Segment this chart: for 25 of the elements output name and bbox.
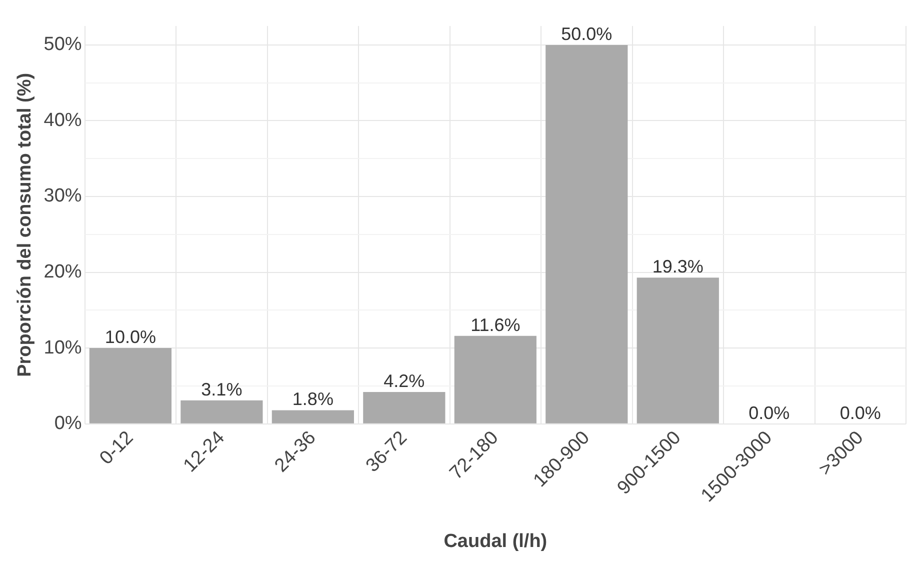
data-label: 11.6% xyxy=(470,314,520,335)
y-tick-label: 20% xyxy=(44,262,82,283)
data-label: 3.1% xyxy=(201,379,242,400)
bar xyxy=(546,44,628,424)
y-tick-label: 40% xyxy=(44,110,82,131)
data-label: 0.0% xyxy=(840,402,881,423)
bar xyxy=(363,392,446,424)
bar xyxy=(454,336,536,424)
bar xyxy=(89,348,172,424)
data-label: 4.2% xyxy=(384,370,425,391)
y-tick-label: 0% xyxy=(54,413,82,434)
bar xyxy=(636,278,719,424)
x-axis-title: Caudal (l/h) xyxy=(444,530,548,552)
y-tick-label: 10% xyxy=(44,337,82,358)
y-tick-label: 50% xyxy=(44,34,82,56)
y-axis-title: Proporción del consumo total (%) xyxy=(14,72,36,377)
data-label: 50.0% xyxy=(561,24,612,44)
data-label: 10.0% xyxy=(104,327,156,348)
data-label: 19.3% xyxy=(652,256,704,277)
bar xyxy=(180,400,263,424)
x-tick-label: 0-12 xyxy=(96,427,138,470)
data-label: 0.0% xyxy=(748,402,790,423)
bar xyxy=(272,410,354,424)
data-label: 1.8% xyxy=(292,389,334,410)
y-tick-label: 30% xyxy=(44,186,82,207)
